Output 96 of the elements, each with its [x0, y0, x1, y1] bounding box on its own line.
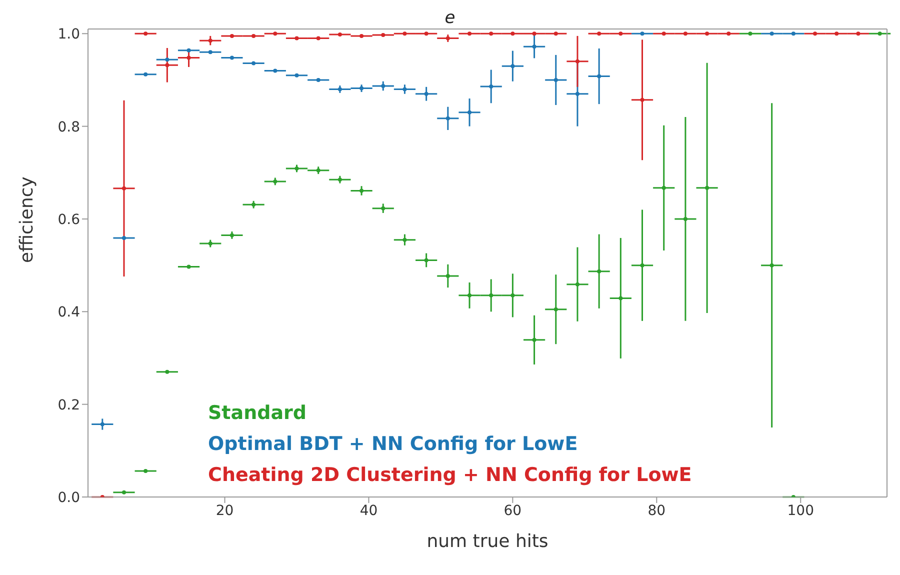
point: [878, 32, 882, 36]
point: [683, 32, 688, 36]
point: [662, 32, 666, 36]
point: [316, 78, 320, 82]
point: [230, 34, 234, 38]
point: [554, 78, 558, 82]
point: [273, 32, 278, 36]
point: [770, 32, 774, 36]
x-tick-label: 60: [504, 502, 522, 519]
text: Optimal BDT + NN Config for LowE: [208, 432, 579, 457]
x-axis-title: num true hits: [426, 531, 548, 552]
point: [662, 186, 666, 190]
point: [381, 33, 386, 38]
point: [381, 84, 386, 88]
point: [144, 72, 148, 76]
point: [424, 32, 428, 36]
point: [122, 236, 126, 240]
x-tick-label: 80: [648, 502, 666, 519]
point: [186, 56, 191, 60]
point: [618, 296, 623, 300]
point: [856, 32, 860, 36]
point: [122, 186, 126, 190]
point: [381, 206, 386, 210]
point: [273, 68, 278, 73]
point: [446, 274, 450, 278]
text: Cheating 2D Clustering + NN Config for LowE: [208, 463, 692, 488]
y-axis-title: efficiency: [16, 176, 38, 263]
point: [705, 186, 710, 190]
point: [165, 370, 170, 374]
point: [252, 34, 256, 38]
point: [489, 32, 494, 36]
point: [186, 264, 191, 269]
point: [468, 110, 472, 114]
point: [510, 293, 515, 298]
point: [597, 32, 602, 36]
point: [554, 32, 558, 36]
point: [597, 74, 602, 78]
point: [424, 92, 428, 96]
x-tick-label: 40: [360, 502, 378, 519]
point: [360, 34, 364, 38]
point: [640, 32, 644, 36]
point: [230, 56, 234, 60]
x-tick-label: 100: [787, 502, 814, 519]
x-tick-label: 20: [216, 502, 234, 519]
chart-title: e: [444, 8, 456, 28]
point: [294, 73, 299, 78]
point: [402, 32, 407, 36]
point: [100, 422, 104, 426]
point: [726, 32, 731, 36]
point: [208, 50, 212, 54]
y-tick-label: 0.2: [58, 397, 80, 414]
point: [165, 63, 170, 68]
point: [402, 87, 407, 92]
point: [424, 258, 428, 262]
point: [489, 84, 494, 88]
point: [402, 238, 407, 242]
point: [468, 32, 472, 36]
point: [640, 263, 644, 268]
point: [618, 32, 623, 36]
point: [186, 48, 191, 52]
point: [532, 32, 536, 36]
point: [294, 36, 299, 40]
y-tick-label: 1.0: [58, 26, 80, 43]
point: [144, 32, 148, 36]
point: [554, 307, 558, 312]
point: [575, 92, 580, 96]
y-tick-label: 0.4: [58, 304, 80, 321]
y-tick-label: 0.0: [58, 490, 80, 506]
point: [165, 58, 170, 62]
point: [360, 188, 364, 193]
y-tick-label: 0.8: [58, 119, 80, 136]
point: [791, 32, 796, 36]
point: [489, 293, 494, 298]
point: [338, 32, 342, 37]
point: [770, 263, 774, 268]
point: [122, 490, 126, 494]
point: [252, 61, 256, 66]
text: Standard: [208, 401, 308, 426]
point: [705, 32, 710, 36]
point: [834, 32, 839, 36]
point: [748, 32, 752, 36]
point: [597, 269, 602, 274]
point: [144, 469, 148, 474]
point: [575, 282, 580, 286]
point: [468, 293, 472, 298]
point: [510, 32, 515, 36]
point: [532, 338, 536, 342]
point: [532, 44, 536, 49]
point: [640, 98, 644, 102]
y-tick-label: 0.6: [58, 212, 80, 228]
point: [683, 216, 688, 221]
point: [208, 38, 212, 43]
point: [446, 116, 450, 120]
point: [510, 64, 515, 68]
point: [813, 32, 818, 36]
point: [316, 36, 320, 40]
